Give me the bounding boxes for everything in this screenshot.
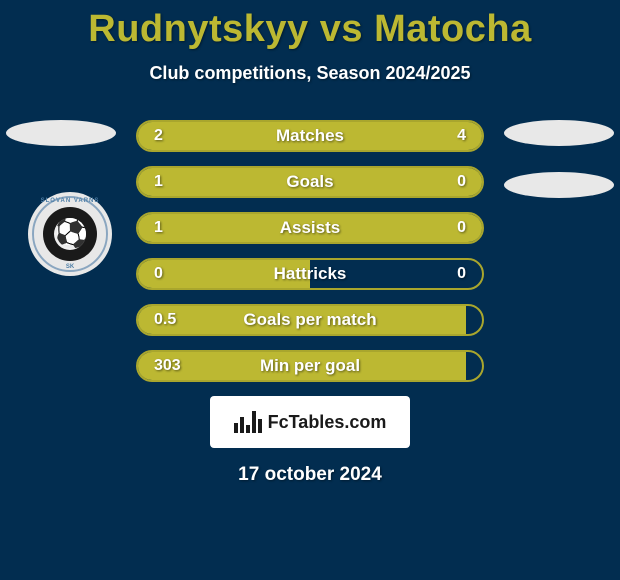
stat-bar-left: 1 — [138, 168, 403, 196]
team-logo: SLOVAN VARNS SK — [28, 192, 112, 276]
stat-bar-right: 0 — [403, 168, 482, 196]
stat-bar-left: 0.5 — [138, 306, 466, 334]
stat-value-left: 303 — [154, 357, 181, 375]
stat-bar-left: 2 — [138, 122, 252, 150]
stat-row: 10Goals — [136, 166, 484, 198]
player-right-placeholder-2 — [504, 172, 614, 198]
stat-value-right: 4 — [457, 127, 466, 145]
stat-value-left: 1 — [154, 173, 163, 191]
stat-value-left: 1 — [154, 219, 163, 237]
stat-value-right: 0 — [457, 219, 466, 237]
stat-bar-left: 0 — [138, 260, 310, 288]
stat-value-left: 0 — [154, 265, 163, 283]
stat-bar-left: 303 — [138, 352, 466, 380]
stat-row: 00Hattricks — [136, 258, 484, 290]
stat-bar-right: 0 — [310, 260, 482, 288]
date-label: 17 october 2024 — [0, 464, 620, 486]
fctables-label: FcTables.com — [268, 412, 387, 433]
stat-bar-right: 4 — [252, 122, 482, 150]
stat-value-right: 0 — [457, 173, 466, 191]
stat-bars: 24Matches10Goals10Assists00Hattricks0.5G… — [136, 120, 484, 382]
logo-inner — [43, 207, 97, 261]
stat-bar-left: 1 — [138, 214, 403, 242]
page-title: Rudnytskyy vs Matocha — [0, 0, 620, 51]
stat-row: 24Matches — [136, 120, 484, 152]
player-right-placeholder-1 — [504, 120, 614, 146]
page-subtitle: Club competitions, Season 2024/2025 — [0, 63, 620, 84]
stat-bar-right — [466, 352, 482, 380]
bar-chart-icon — [234, 411, 262, 433]
logo-text-top: SLOVAN VARNS — [28, 198, 112, 204]
comparison-area: SLOVAN VARNS SK 24Matches10Goals10Assist… — [0, 120, 620, 486]
stat-bar-right: 0 — [403, 214, 482, 242]
stat-row: 10Assists — [136, 212, 484, 244]
stat-row: 0.5Goals per match — [136, 304, 484, 336]
stat-row: 303Min per goal — [136, 350, 484, 382]
stat-bar-right — [466, 306, 482, 334]
logo-text-bottom: SK — [28, 264, 112, 270]
fctables-badge: FcTables.com — [210, 396, 410, 448]
soccer-ball-icon — [54, 218, 86, 250]
stat-value-right: 0 — [457, 265, 466, 283]
stat-value-left: 0.5 — [154, 311, 176, 329]
stat-value-left: 2 — [154, 127, 163, 145]
player-left-placeholder — [6, 120, 116, 146]
